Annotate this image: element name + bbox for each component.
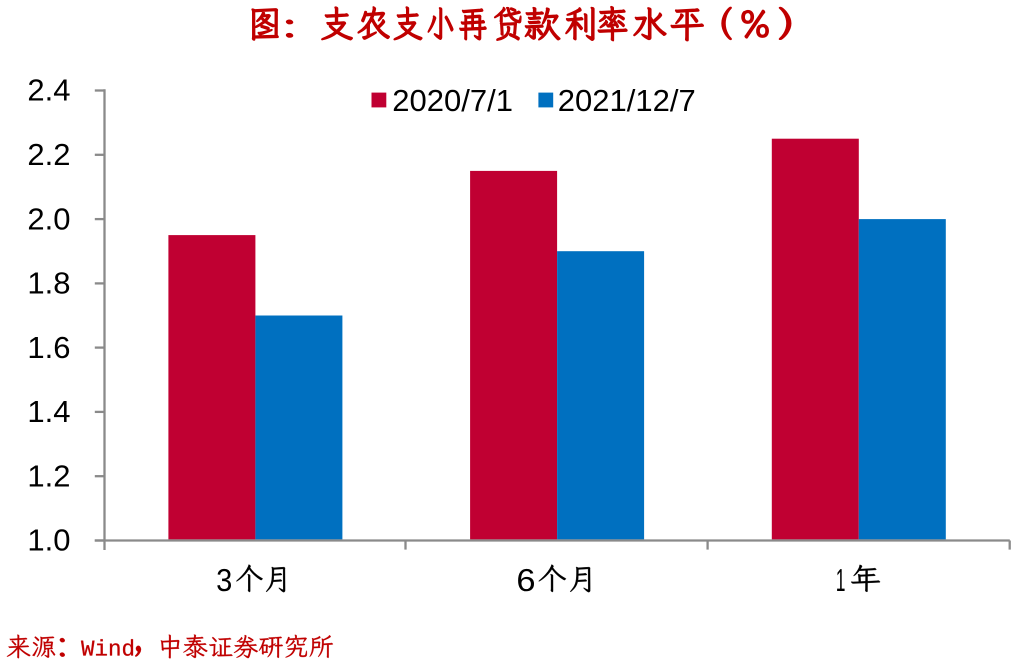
- svg-text:2.4: 2.4: [27, 73, 70, 108]
- svg-text:1.4: 1.4: [27, 394, 70, 429]
- svg-text:1.8: 1.8: [27, 266, 70, 301]
- svg-text:2020/7/1: 2020/7/1: [392, 83, 513, 118]
- svg-text:2021/12/7: 2021/12/7: [558, 83, 696, 118]
- svg-text:2.0: 2.0: [27, 201, 70, 236]
- svg-text:1.0: 1.0: [27, 523, 70, 558]
- svg-text:2.2: 2.2: [27, 137, 70, 172]
- svg-text:1.2: 1.2: [27, 458, 70, 493]
- svg-text:1.6: 1.6: [27, 330, 70, 365]
